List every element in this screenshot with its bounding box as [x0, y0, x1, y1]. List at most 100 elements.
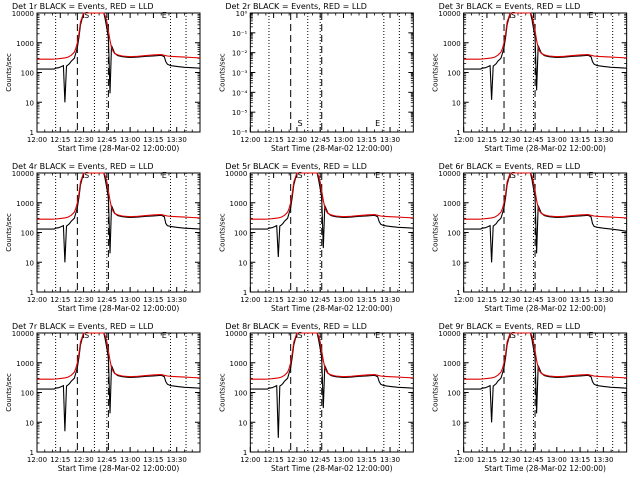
x-tick-label: 12:15 [477, 456, 497, 464]
y-tick-label: 1 [456, 289, 460, 297]
start-marker: S [84, 171, 89, 180]
y-tick-label: 10 [238, 259, 247, 267]
end-marker: E [588, 171, 593, 180]
x-tick-label: 12:45 [523, 456, 543, 464]
series-lld-line [463, 172, 627, 220]
x-tick-label: 13:30 [380, 136, 400, 144]
x-tick-label: 13:00 [547, 456, 567, 464]
x-tick-label: 12:15 [50, 456, 70, 464]
x-tick-label: 12:30 [73, 136, 93, 144]
x-tick-label: 12:45 [97, 456, 117, 464]
y-tick-label: 1 [30, 289, 34, 297]
x-tick-label: 12:45 [310, 136, 330, 144]
y-tick-label: 1 [456, 129, 460, 137]
start-marker: S [84, 11, 89, 20]
x-tick-label: 12:15 [477, 296, 497, 304]
x-tick-label: 13:00 [120, 296, 140, 304]
x-tick-label: 13:15 [570, 296, 590, 304]
panel-det-2: Det 2r BLACK = Events, RED = LLD 10⁻⁶ 10⁻⁵… [218, 2, 414, 153]
y-axis-label: Counts/sec [5, 213, 13, 252]
x-axis-label: Start Time (28-Mar-02 12:00:00) [271, 144, 393, 153]
x-axis-label: Start Time (28-Mar-02 12:00:00) [484, 144, 606, 153]
series-lld-line [463, 12, 627, 60]
y-tick-label: 10⁻⁶ [232, 129, 248, 137]
x-axis-label: Start Time (28-Mar-02 12:00:00) [58, 144, 180, 153]
plot-frame [463, 12, 628, 133]
y-tick-label: 10⁻¹ [232, 30, 248, 38]
y-tick-label: 10⁻² [232, 50, 248, 58]
x-tick-label: 12:00 [240, 456, 260, 464]
series-lld-line [37, 172, 201, 220]
x-tick-label: 12:30 [73, 296, 93, 304]
x-tick-label: 13:30 [380, 296, 400, 304]
x-axis-label: Start Time (28-Mar-02 12:00:00) [484, 464, 606, 473]
x-axis-label: Start Time (28-Mar-02 12:00:00) [484, 304, 606, 313]
x-tick-label: 13:15 [570, 136, 590, 144]
x-tick-label: 12:00 [454, 296, 474, 304]
y-tick-label: 10000 [12, 330, 34, 338]
y-tick-label: 10 [25, 259, 34, 267]
x-tick-label: 12:30 [287, 456, 307, 464]
x-tick-label: 13:15 [357, 456, 377, 464]
series-events-line [37, 12, 201, 103]
series-events-line [463, 172, 627, 263]
start-marker: S [297, 171, 302, 180]
x-axis-label: Start Time (28-Mar-02 12:00:00) [58, 464, 180, 473]
x-tick-label: 12:30 [500, 296, 520, 304]
panel-det-4: Det 4r BLACK = Events, RED = LLD 1 10 100 10… [5, 162, 201, 313]
x-tick-label: 12:45 [97, 136, 117, 144]
panel-title: Det 7r BLACK = Events, RED = LLD [12, 322, 154, 331]
x-tick-label: 12:45 [310, 456, 330, 464]
y-tick-label: 10⁻⁴ [232, 89, 248, 97]
y-tick-label: 1000 [16, 40, 34, 48]
panel-title: Det 2r BLACK = Events, RED = LLD [225, 2, 367, 11]
x-tick-label: 12:30 [73, 456, 93, 464]
panel-det-5: Det 5r BLACK = Events, RED = LLD 1 10 100 10… [218, 162, 414, 313]
x-tick-label: 13:00 [333, 456, 353, 464]
y-tick-label: 1 [30, 449, 34, 457]
x-tick-label: 13:30 [167, 456, 187, 464]
y-tick-label: 1000 [16, 200, 34, 208]
series-lld-line [37, 12, 201, 60]
y-tick-label: 1 [243, 289, 247, 297]
start-marker: S [297, 331, 302, 340]
y-tick-label: 100 [21, 230, 34, 238]
y-tick-label: 100 [447, 390, 460, 398]
panel-title: Det 5r BLACK = Events, RED = LLD [225, 162, 367, 171]
end-marker: E [375, 331, 380, 340]
x-tick-label: 12:45 [523, 296, 543, 304]
x-tick-label: 12:00 [240, 296, 260, 304]
plot-frame [249, 332, 414, 453]
x-tick-label: 13:00 [333, 296, 353, 304]
series-lld-line [463, 332, 627, 380]
series-events-line [37, 332, 201, 432]
y-tick-label: 10⁰ [236, 10, 248, 18]
x-tick-label: 13:15 [143, 456, 163, 464]
y-tick-label: 10 [452, 419, 461, 427]
y-tick-label: 10000 [12, 10, 34, 18]
x-tick-label: 12:00 [454, 456, 474, 464]
x-tick-label: 12:00 [27, 456, 47, 464]
y-tick-label: 1000 [443, 40, 461, 48]
x-tick-label: 12:30 [287, 296, 307, 304]
y-axis-label: Counts/sec [218, 53, 226, 92]
y-axis-label: Counts/sec [5, 53, 13, 92]
end-marker: E [588, 11, 593, 20]
plot-frame [36, 12, 201, 133]
panel-title: Det 3r BLACK = Events, RED = LLD [439, 2, 581, 11]
y-tick-label: 1000 [230, 200, 248, 208]
y-tick-label: 10000 [225, 330, 247, 338]
series-events-line [250, 332, 414, 438]
x-tick-label: 12:00 [240, 136, 260, 144]
x-tick-label: 13:00 [120, 136, 140, 144]
series-events-line [463, 332, 627, 423]
x-tick-label: 13:30 [593, 296, 613, 304]
y-tick-label: 10 [25, 419, 34, 427]
panel-det-7: Det 7r BLACK = Events, RED = LLD 1 10 100 10… [5, 322, 201, 473]
x-tick-label: 12:45 [523, 136, 543, 144]
end-marker: E [162, 171, 167, 180]
y-tick-label: 10 [452, 259, 461, 267]
y-tick-label: 1 [456, 449, 460, 457]
panel-det-6: Det 6r BLACK = Events, RED = LLD 1 10 100 10… [432, 162, 628, 313]
start-marker: S [511, 11, 516, 20]
